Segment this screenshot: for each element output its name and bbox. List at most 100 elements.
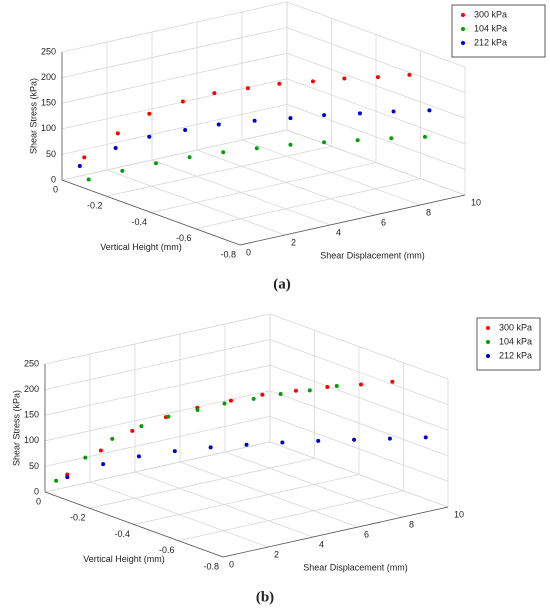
legend-label: 300 kPa — [499, 322, 532, 332]
grid-line — [286, 27, 466, 93]
z-tick-label: 0 — [51, 174, 56, 184]
data-point — [334, 383, 339, 388]
z-tick-label: 150 — [24, 410, 39, 420]
data-point — [139, 424, 144, 429]
data-point — [310, 79, 315, 84]
data-point — [136, 454, 141, 459]
x-axis-label: Shear Displacement (mm) — [303, 562, 408, 572]
data-point — [322, 113, 327, 118]
data-point — [316, 438, 321, 443]
z-tick-label: 150 — [41, 98, 56, 108]
data-point — [120, 168, 125, 173]
legend-marker — [486, 340, 490, 344]
data-point — [86, 177, 91, 182]
y-tick-label: -0.2 — [87, 201, 103, 211]
grid-line — [44, 339, 271, 390]
grid-line — [286, 52, 466, 119]
data-point — [293, 388, 298, 393]
x-tick-label: 6 — [381, 217, 386, 227]
legend-label: 212 kPa — [499, 350, 532, 360]
z-tick-label: 50 — [29, 461, 39, 471]
data-point — [83, 455, 88, 460]
y-tick-label: 0 — [36, 496, 41, 506]
grid-line — [150, 162, 377, 213]
y-tick-label: -0.4 — [114, 529, 130, 539]
y-tick-label: -0.6 — [159, 545, 175, 555]
grid-line — [61, 52, 288, 104]
caption: (b) — [256, 589, 274, 605]
y-tick-label: -0.8 — [220, 249, 236, 259]
data-point — [423, 435, 428, 440]
data-point — [221, 150, 226, 155]
z-tick-label: 100 — [41, 123, 56, 133]
z-axis-label: Shear Stress (kPa) — [28, 78, 38, 154]
legend-marker — [461, 27, 465, 31]
y-axis-label: Vertical Height (mm) — [83, 554, 165, 564]
grid-line — [178, 490, 404, 542]
data-point — [180, 99, 185, 104]
x-tick-label: 2 — [291, 237, 296, 247]
data-point — [228, 398, 233, 403]
data-point — [277, 81, 282, 86]
data-point — [101, 462, 106, 467]
x-axis-label: Shear Displacement (mm) — [320, 250, 425, 260]
data-point — [172, 449, 177, 454]
y-tick-label: -0.6 — [176, 233, 192, 243]
grid-line — [44, 364, 271, 416]
data-point — [280, 440, 285, 445]
legend-label: 212 kPa — [474, 37, 507, 47]
x-tick-label: 0 — [246, 247, 251, 257]
x-tick-label: 2 — [274, 549, 279, 559]
legend-marker — [461, 41, 465, 45]
x-tick-label: 0 — [229, 559, 234, 569]
grid-line — [286, 1, 466, 68]
data-point — [252, 118, 257, 123]
axis-line — [44, 491, 224, 558]
legend-box — [451, 4, 546, 58]
z-tick-label: 250 — [41, 46, 56, 56]
grid-line — [286, 129, 466, 196]
data-point — [387, 436, 392, 441]
data-point — [187, 155, 192, 160]
data-point — [183, 128, 188, 133]
data-point — [130, 428, 135, 433]
caption: (a) — [273, 276, 291, 292]
grid-line — [44, 313, 271, 365]
data-point — [110, 436, 115, 441]
data-point — [54, 478, 59, 483]
z-axis-label: Shear Stress (kPa) — [11, 390, 21, 466]
data-point — [245, 86, 250, 91]
grid-line — [269, 441, 449, 508]
grid-line — [44, 441, 271, 493]
grid-line — [44, 390, 271, 442]
x-tick-label: 4 — [336, 227, 341, 237]
grid-line — [286, 78, 466, 145]
data-point — [222, 401, 227, 406]
x-tick-label: 8 — [426, 207, 431, 217]
data-point — [390, 379, 395, 384]
legend-marker — [461, 13, 465, 17]
z-tick-label: 50 — [46, 149, 56, 159]
grid-line — [195, 178, 421, 230]
legend-label: 104 kPa — [474, 23, 507, 33]
grid-line — [106, 145, 332, 197]
data-point — [212, 91, 217, 96]
y-axis-label: Vertical Height (mm) — [100, 242, 182, 252]
legend-marker — [486, 326, 490, 330]
legend-marker — [486, 354, 490, 358]
z-tick-label: 250 — [24, 358, 39, 368]
data-point — [427, 108, 432, 113]
data-point — [82, 155, 87, 160]
y-tick-label: 0 — [53, 184, 58, 194]
axis-line — [239, 194, 466, 246]
y-tick-label: -0.2 — [70, 513, 86, 523]
axis-line — [222, 506, 449, 558]
x-tick-label: 10 — [471, 197, 481, 207]
grid-line — [269, 364, 449, 431]
data-point — [407, 72, 412, 77]
data-point — [113, 145, 118, 150]
grid-line — [269, 390, 449, 457]
data-point — [216, 122, 221, 127]
data-point — [389, 136, 394, 141]
